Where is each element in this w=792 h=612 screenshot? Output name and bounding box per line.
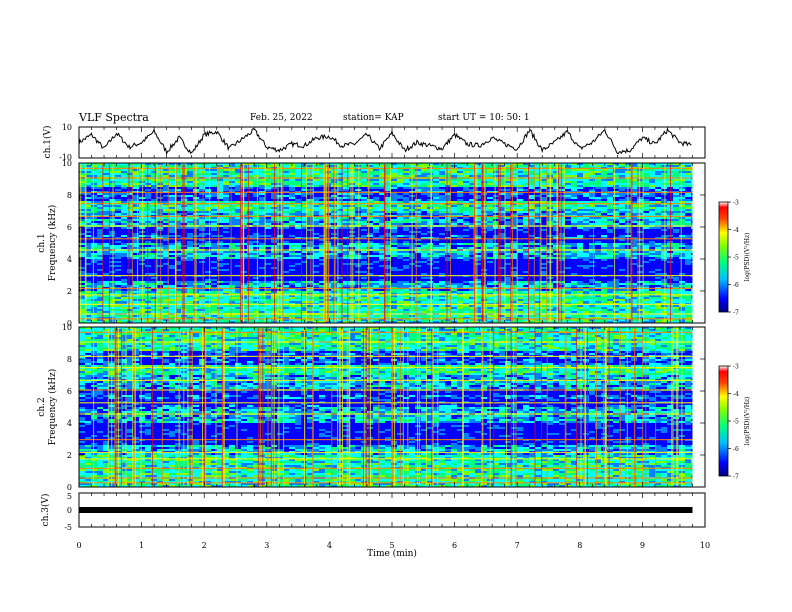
x-tick-label: 0: [76, 541, 81, 550]
ch2-frequency-label: Frequency (kHz): [47, 369, 58, 446]
x-tick-label: 2: [202, 541, 207, 550]
ch2-spectrogram-heatmap: [79, 327, 705, 488]
colorbar-tick-label: -3: [733, 364, 739, 371]
ch1-channel-label: ch.1: [37, 233, 47, 252]
freq-tick-label: 2: [67, 287, 72, 296]
ch1-frequency-label: Frequency (kHz): [47, 205, 58, 282]
freq-tick-label: 0: [67, 319, 72, 328]
ch1-waveform-ylabel: ch.1(V): [42, 126, 53, 159]
colorbar-tick-label: -6: [733, 282, 739, 289]
ch2-colorbar: log(PSD)(V²/Hz) -3 -4 -5 -6 -7: [718, 364, 751, 481]
colorbar-tick-label: -4: [733, 227, 739, 234]
ch1-colorbar: log(PSD)(V²/Hz) -3 -4 -5 -6 -7: [718, 200, 751, 317]
freq-tick-label: 10: [62, 323, 72, 332]
station-label: station= KAP: [343, 113, 404, 123]
colorbar-tick-label: -5: [733, 255, 739, 262]
ch2-channel-label: ch.2: [37, 397, 47, 416]
colorbar-tick-label: -3: [733, 200, 739, 207]
ch3-y-tick-label: -5: [64, 523, 72, 532]
start-time-label: start UT = 10: 50: 1: [438, 113, 530, 123]
ch1-waveform-line: [78, 127, 692, 156]
freq-tick-label: 8: [67, 191, 72, 200]
freq-tick-label: 4: [67, 255, 72, 264]
date-label: Feb. 25, 2022: [250, 113, 313, 123]
x-axis-label: Time (min): [367, 548, 417, 559]
freq-tick-label: 2: [67, 451, 72, 460]
ch3-waveform-ylabel: ch.3(V): [40, 494, 51, 527]
x-tick-label: 8: [577, 541, 582, 550]
colorbar-tick-label: -6: [733, 446, 739, 453]
freq-tick-label: 4: [67, 419, 72, 428]
freq-tick-label: 0: [67, 483, 72, 492]
ch3-waveform-path: [79, 507, 693, 513]
ch1-waveform-path: [78, 127, 692, 156]
ch1-y-tick-label: 10: [62, 123, 72, 132]
freq-tick-label: 6: [67, 223, 72, 232]
x-tick-label: 1: [139, 541, 144, 550]
chart-title: VLF Spectra: [79, 111, 149, 124]
ch1-y-tick-label: -10: [59, 153, 72, 162]
ch1-colorbar-label: log(PSD)(V²/Hz): [744, 233, 751, 282]
colorbar-tick-label: -4: [733, 391, 739, 398]
ch3-y-tick-label: 0: [67, 506, 72, 515]
x-tick-label: 7: [515, 541, 520, 550]
freq-tick-label: 8: [67, 355, 72, 364]
x-tick-label: 5: [389, 541, 394, 550]
ch1-spectrogram-heatmap: [79, 163, 705, 324]
colorbar-tick-label: -7: [733, 474, 739, 481]
freq-tick-label: 10: [62, 159, 72, 168]
ch2-colorbar-label: log(PSD)(V²/Hz): [744, 397, 751, 446]
x-tick-label: 9: [640, 541, 645, 550]
ch3-waveform-line: [79, 507, 693, 513]
colorbar-tick-label: -7: [733, 310, 739, 317]
x-tick-label: 4: [327, 541, 332, 550]
x-tick-label: 6: [452, 541, 457, 550]
ch3-y-tick-label: 5: [67, 492, 72, 501]
x-tick-label: 3: [264, 541, 269, 550]
colorbar-tick-label: -5: [733, 419, 739, 426]
freq-tick-label: 6: [67, 387, 72, 396]
x-tick-label: 10: [700, 541, 710, 550]
